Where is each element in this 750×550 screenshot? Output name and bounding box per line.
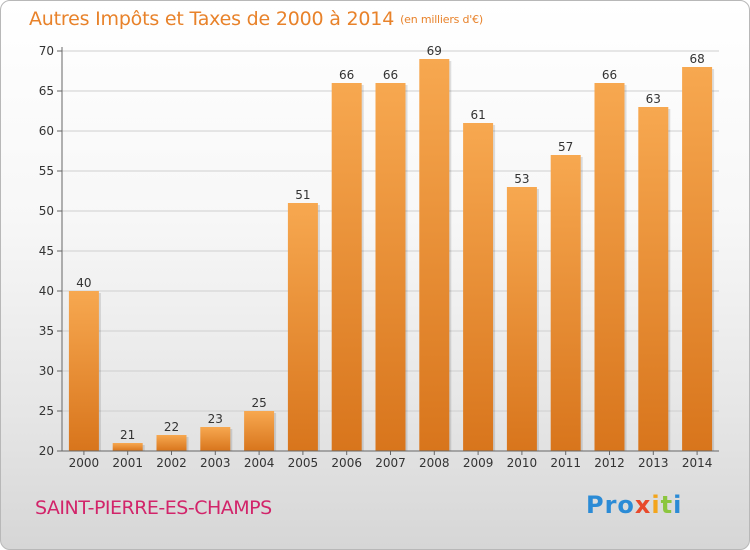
data-label: 22 — [164, 420, 179, 434]
bar — [638, 107, 669, 451]
chart-unit: (en milliers d'€) — [400, 13, 483, 26]
x-tick-label: 2010 — [507, 456, 538, 470]
bar — [200, 427, 231, 451]
axes — [57, 47, 719, 455]
bar — [331, 83, 362, 451]
bar — [68, 291, 99, 451]
y-tick-label: 55 — [39, 164, 54, 178]
logo-part: Pro — [586, 491, 635, 519]
bar — [594, 83, 625, 451]
y-tick-label: 45 — [39, 244, 54, 258]
x-tick-label: 2011 — [550, 456, 581, 470]
y-tick-label: 40 — [39, 284, 54, 298]
bar — [112, 443, 143, 451]
data-label: 51 — [295, 188, 310, 202]
data-label: 23 — [208, 412, 223, 426]
data-label: 53 — [514, 172, 529, 186]
logo-part: x — [634, 491, 652, 519]
y-tick-label: 30 — [39, 364, 54, 378]
data-label: 66 — [339, 68, 354, 82]
bar — [375, 83, 406, 451]
x-tick-label: 2005 — [288, 456, 319, 470]
logo-part: t — [660, 491, 674, 519]
data-label: 40 — [76, 276, 91, 290]
data-label: 66 — [383, 68, 398, 82]
data-label: 21 — [120, 428, 135, 442]
x-tick-label: 2009 — [463, 456, 494, 470]
y-tick-label: 35 — [39, 324, 54, 338]
x-tick-label: 2008 — [419, 456, 450, 470]
bar — [419, 59, 450, 451]
bar — [550, 155, 581, 451]
bar — [463, 123, 494, 451]
data-label: 63 — [646, 92, 661, 106]
y-tick-label: 50 — [39, 204, 54, 218]
x-tick-label: 2013 — [638, 456, 669, 470]
bar — [506, 187, 537, 451]
x-tick-label: 2000 — [69, 456, 100, 470]
x-tick-label: 2003 — [200, 456, 231, 470]
logo-part: i — [673, 491, 683, 519]
x-tick-label: 2004 — [244, 456, 275, 470]
chart-title: Autres Impôts et Taxes de 2000 à 2014 (en… — [29, 8, 483, 30]
data-label: 66 — [602, 68, 617, 82]
proxiti-logo: Proxiti — [586, 491, 682, 519]
data-label: 57 — [558, 140, 573, 154]
x-tick-label: 2007 — [375, 456, 406, 470]
x-tick-label: 2002 — [156, 456, 187, 470]
labels: 20 25 30 35 40 45 50 55 60 65 70 2000 40 2001 21 2002 22… — [39, 44, 713, 470]
x-tick-label: 2006 — [331, 456, 362, 470]
x-tick-label: 2012 — [594, 456, 625, 470]
data-label: 25 — [251, 396, 266, 410]
y-tick-label: 70 — [39, 44, 54, 58]
y-tick-label: 65 — [39, 84, 54, 98]
bar — [287, 203, 318, 451]
bar — [156, 435, 187, 451]
city-name: SAINT-PIERRE-ES-CHAMPS — [35, 497, 272, 519]
x-tick-label: 2014 — [682, 456, 713, 470]
chart-title-text: Autres Impôts et Taxes de 2000 à 2014 — [29, 8, 395, 30]
bars — [68, 59, 715, 451]
x-tick-label: 2001 — [112, 456, 143, 470]
y-tick-label: 60 — [39, 124, 54, 138]
y-tick-label: 20 — [39, 444, 54, 458]
data-label: 68 — [689, 52, 704, 66]
data-label: 69 — [427, 44, 442, 58]
y-tick-label: 25 — [39, 404, 54, 418]
bar — [682, 67, 713, 451]
logo-part: i — [651, 491, 661, 519]
bar — [244, 411, 275, 451]
data-label: 61 — [470, 108, 485, 122]
